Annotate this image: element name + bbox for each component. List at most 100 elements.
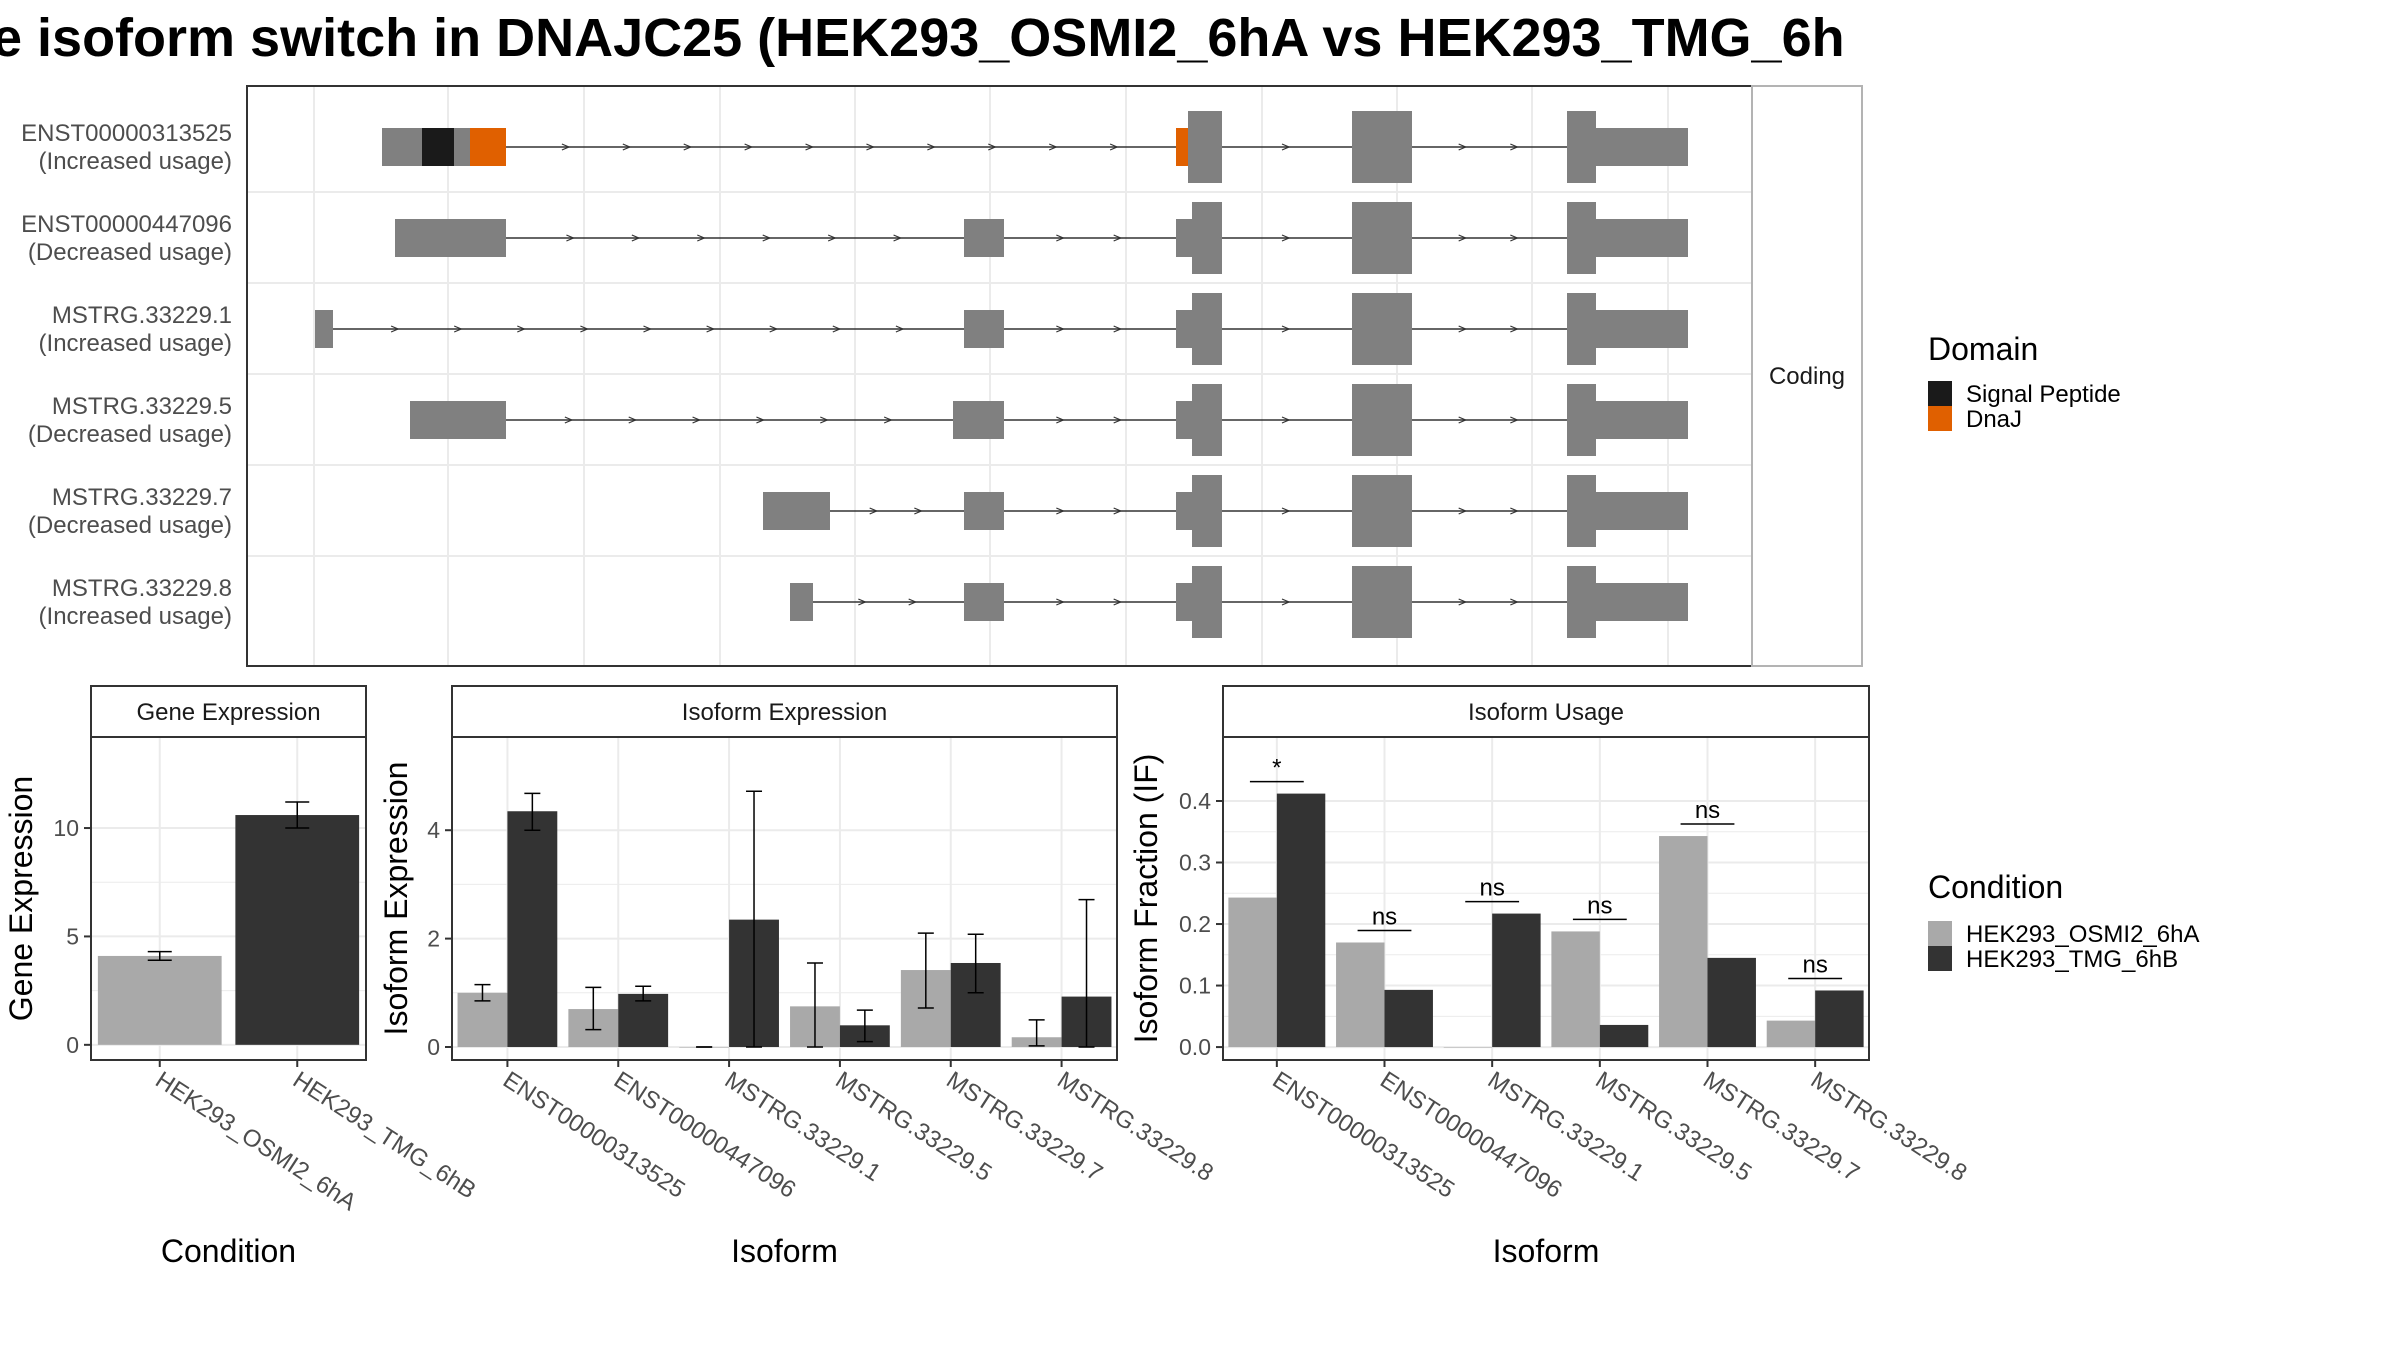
- exon-block: [1596, 128, 1688, 166]
- condition-legend-label: HEK293_OSMI2_6hA: [1966, 921, 2199, 948]
- bar: [1599, 1024, 1649, 1048]
- intron-arrow: [1281, 416, 1291, 424]
- intron-arrow: [1048, 143, 1058, 151]
- exon-block: [1192, 566, 1222, 638]
- bar: [235, 815, 360, 1045]
- exon-block: [763, 492, 830, 530]
- x-tick-label: ENST00000447096: [609, 1066, 801, 1203]
- significance-label: ns: [1479, 875, 1504, 902]
- panel-strip-title: Isoform Usage: [1468, 699, 1624, 726]
- intron-arrow: [1281, 507, 1291, 515]
- domain-legend-title: Domain: [1928, 331, 2038, 367]
- exon-block: [395, 219, 506, 257]
- intron-arrow: [1458, 598, 1468, 606]
- exon-block: [1188, 111, 1222, 183]
- transcript-usage-label: (Decreased usage): [28, 512, 232, 539]
- exon-block: [1352, 111, 1412, 183]
- figure-title: e isoform switch in DNAJC25 (HEK293_OSMI…: [0, 8, 1845, 68]
- exon-block: [1192, 202, 1222, 274]
- significance-label: ns: [1802, 951, 1827, 978]
- intron-arrow: [1113, 416, 1123, 424]
- condition-legend-key: [1928, 946, 1952, 971]
- x-tick-label: ENST00000447096: [1375, 1066, 1567, 1203]
- y-tick-label: 0.2: [1179, 911, 1211, 937]
- x-axis-title: Isoform: [731, 1233, 838, 1269]
- exon-block: [790, 583, 813, 621]
- intron-arrow: [1458, 416, 1468, 424]
- transcript-id-label: ENST00000313525: [21, 120, 232, 147]
- exon-block: [1192, 384, 1222, 456]
- intron-arrow: [683, 143, 693, 151]
- intron-arrow: [622, 143, 632, 151]
- intron-arrow: [1510, 143, 1519, 151]
- intron-arrow: [1458, 507, 1468, 515]
- exon-block: [410, 401, 506, 439]
- transcript-usage-label: (Increased usage): [39, 603, 232, 630]
- exon-block: [1567, 566, 1596, 638]
- bar: [1551, 931, 1600, 1048]
- exon-block: [1567, 202, 1596, 274]
- x-axis-title: Isoform: [1493, 1233, 1600, 1269]
- intron-arrow: [1458, 143, 1468, 151]
- significance-label: *: [1272, 755, 1281, 782]
- intron-arrow: [769, 325, 779, 333]
- exon-block: [953, 401, 1004, 439]
- transcript-id-label: MSTRG.33229.7: [52, 484, 232, 511]
- intron-arrow: [1281, 598, 1291, 606]
- intron-arrow: [883, 416, 893, 424]
- domain-legend-label: Signal Peptide: [1966, 381, 2121, 408]
- intron-arrow: [858, 598, 867, 606]
- intron-arrow: [1281, 325, 1291, 333]
- intron-arrow: [866, 143, 875, 151]
- structure-plot-bg: [247, 86, 1752, 666]
- exon-block: [1352, 202, 1412, 274]
- transcript-usage-label: (Increased usage): [39, 330, 232, 357]
- intron-arrow: [1510, 507, 1519, 515]
- bar: [1228, 897, 1277, 1048]
- exon-block: [1176, 492, 1192, 530]
- intron-arrow: [706, 325, 716, 333]
- intron-arrow: [893, 234, 903, 242]
- bar: [1276, 793, 1326, 1048]
- bar: [507, 811, 558, 1047]
- significance-label: ns: [1372, 903, 1397, 930]
- exon-block: [1352, 384, 1412, 456]
- exon-block: [1352, 475, 1412, 547]
- intron-arrow: [390, 325, 400, 333]
- dnaj-domain: [1176, 128, 1188, 166]
- panel-strip-title: Gene Expression: [136, 699, 320, 726]
- intron-arrow: [1113, 507, 1123, 515]
- exon-block: [1567, 111, 1596, 183]
- x-axis-title: Condition: [161, 1233, 296, 1269]
- intron-arrow: [628, 416, 638, 424]
- exon-block: [1352, 566, 1412, 638]
- intron-arrow: [1056, 416, 1065, 424]
- intron-arrow: [643, 325, 653, 333]
- exon-block: [1596, 219, 1688, 257]
- intron-arrow: [1458, 325, 1468, 333]
- y-tick-label: 0.1: [1179, 973, 1211, 999]
- exon-block: [1596, 310, 1688, 348]
- exon-block: [964, 583, 1004, 621]
- bar: [618, 993, 669, 1047]
- intron-arrow: [762, 234, 772, 242]
- exon-block: [1192, 293, 1222, 365]
- exon-block: [1176, 401, 1192, 439]
- domain-legend-label: DnaJ: [1966, 406, 2022, 433]
- intron-arrow: [580, 325, 589, 333]
- significance-label: ns: [1587, 892, 1612, 919]
- coding-strip-label: Coding: [1769, 363, 1845, 390]
- y-tick-label: 4: [427, 817, 440, 843]
- condition-legend-key: [1928, 921, 1952, 946]
- exon-block: [1567, 293, 1596, 365]
- exon-block: [1176, 219, 1192, 257]
- bar: [1815, 990, 1864, 1048]
- exon-block: [1352, 293, 1412, 365]
- bar: [1659, 836, 1708, 1048]
- intron-arrow: [1281, 234, 1291, 242]
- y-tick-label: 2: [427, 926, 440, 952]
- x-tick-label: ENST00000313525: [498, 1066, 690, 1203]
- y-axis-title: Isoform Fraction (IF): [1128, 754, 1164, 1044]
- intron-arrow: [1113, 234, 1123, 242]
